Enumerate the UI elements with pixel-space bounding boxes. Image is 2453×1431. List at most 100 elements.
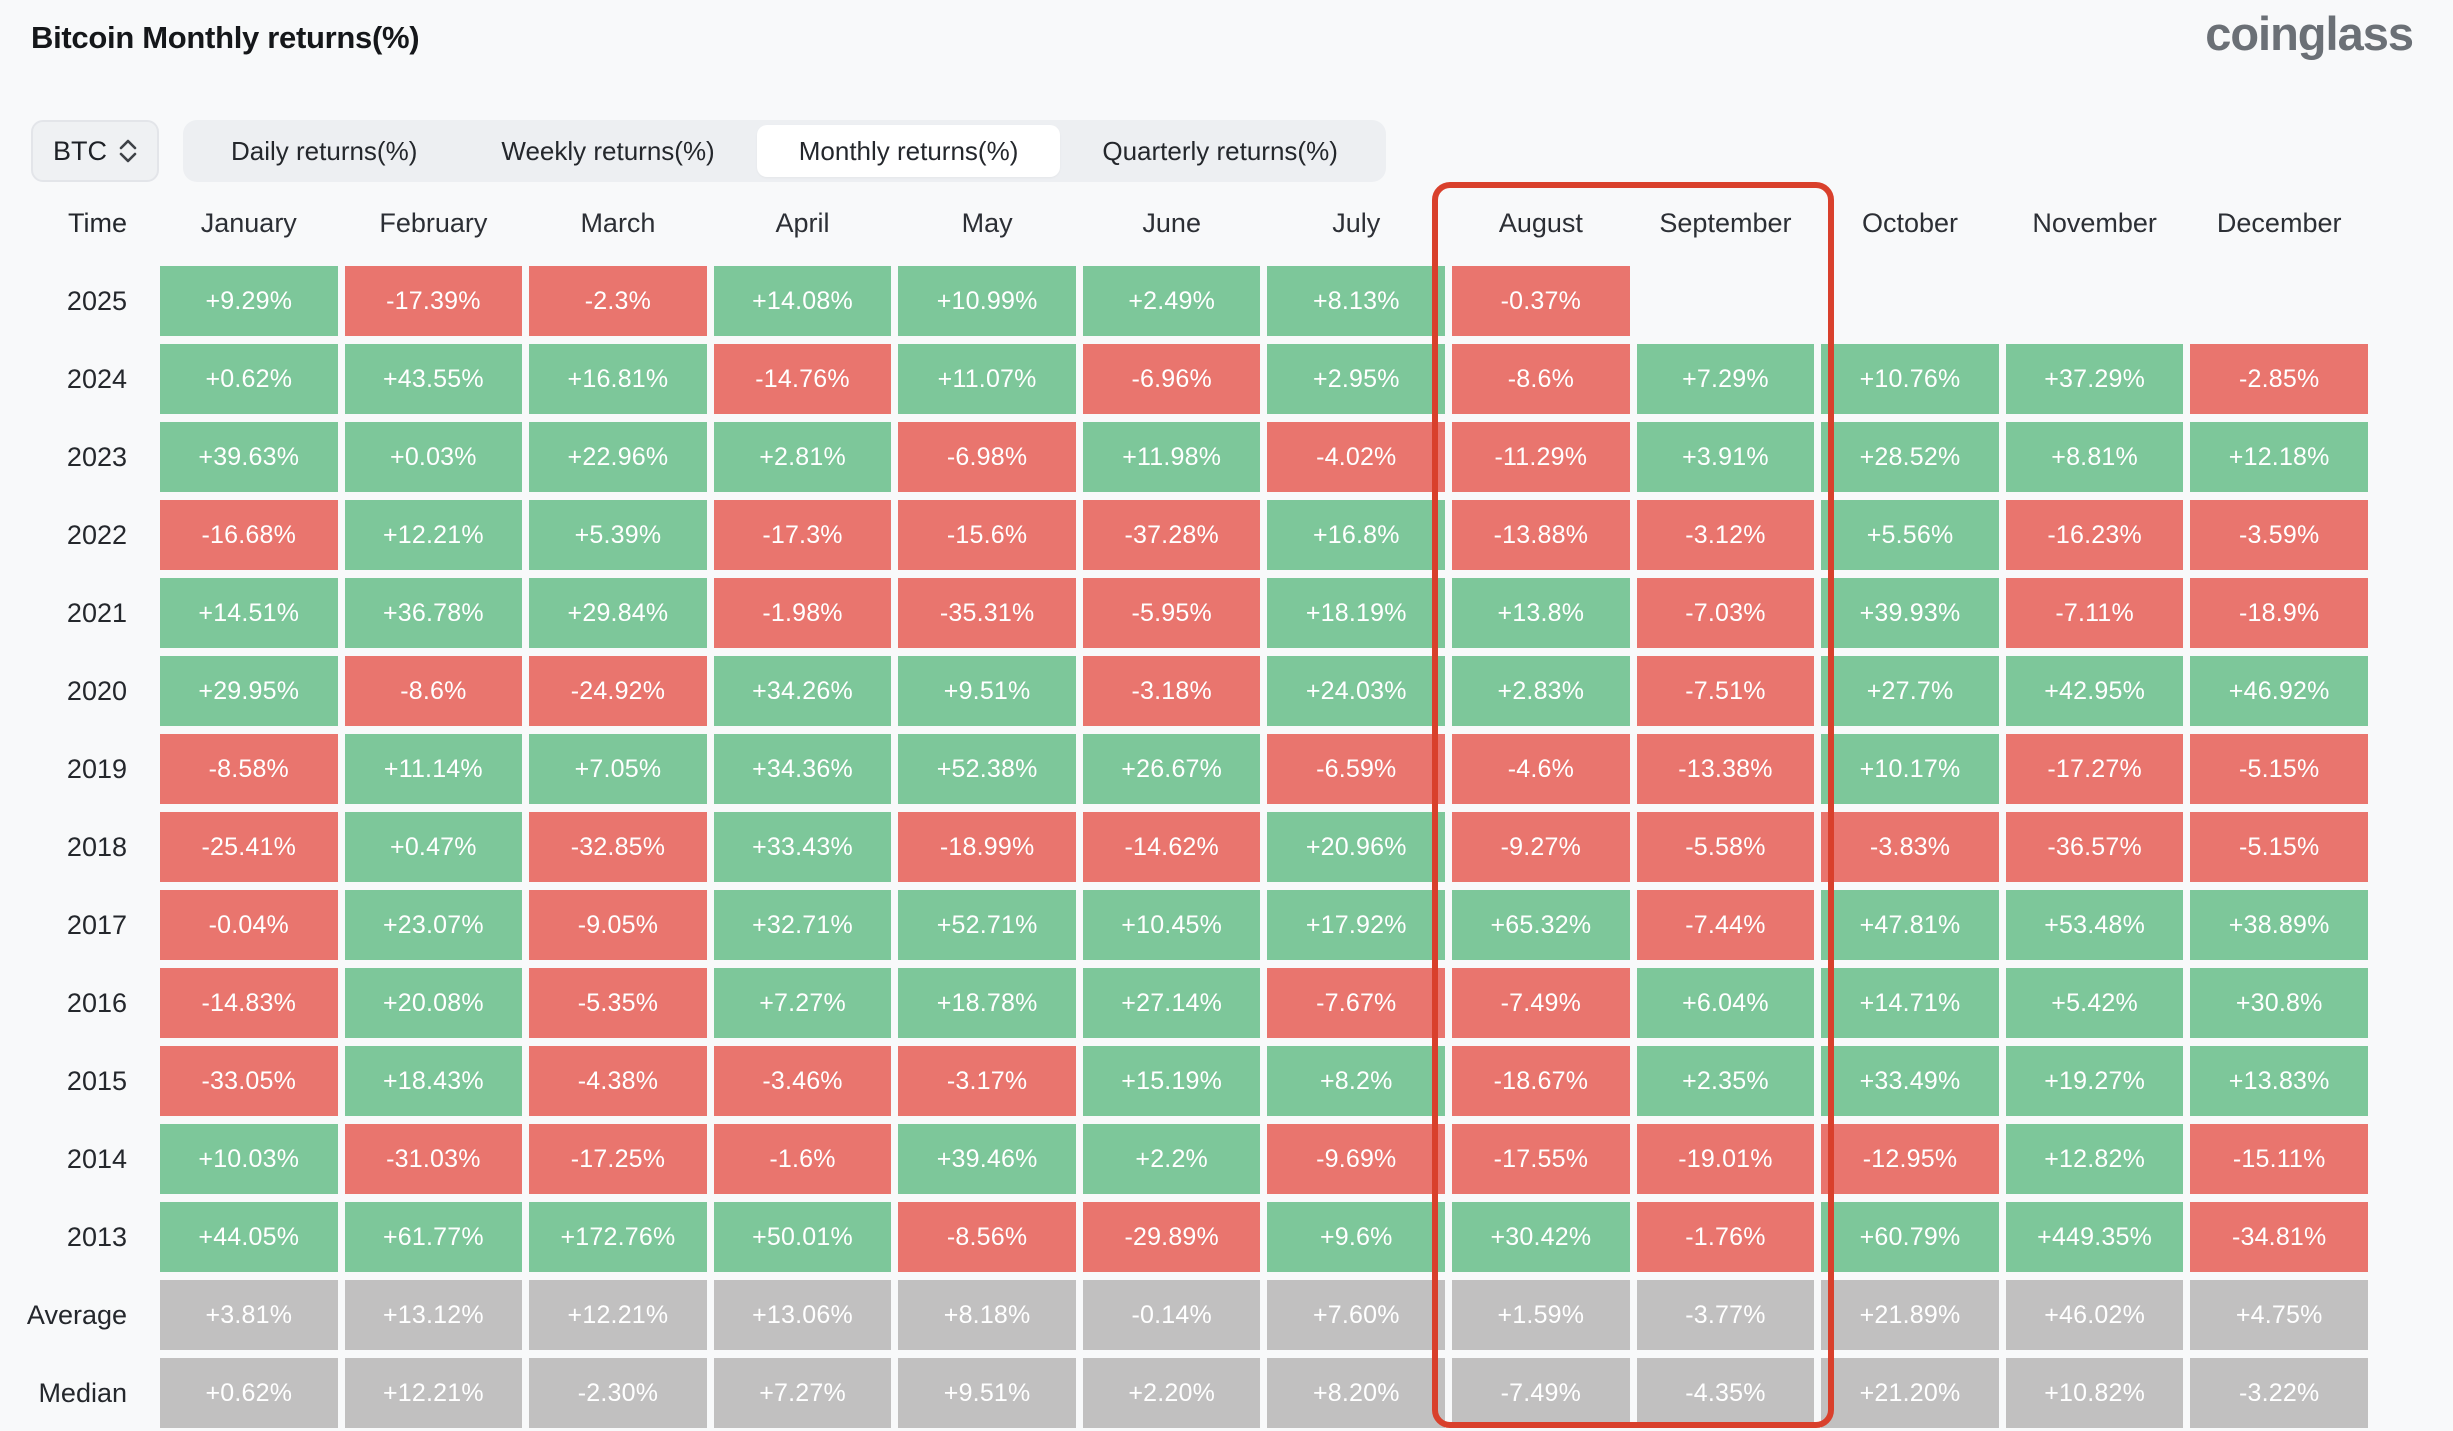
cell-2017-december: +38.89% bbox=[2190, 890, 2368, 960]
cell-2014-july: -9.69% bbox=[1267, 1124, 1446, 1194]
cell-2015-may: -3.17% bbox=[898, 1046, 1076, 1116]
cell-median-june: +2.20% bbox=[1082, 1358, 1261, 1428]
cell-2023-september: +3.91% bbox=[1636, 422, 1815, 492]
tab-quarterly-returns[interactable]: Quarterly returns(%) bbox=[1102, 135, 1338, 166]
cell-2024-april: -14.76% bbox=[713, 344, 892, 414]
coinglass-logo: coinglass bbox=[2205, 7, 2414, 60]
controls-bar: BTC Daily returns(%) Weekly returns(%) Mon… bbox=[31, 120, 1386, 182]
row-label-2017: 2017 bbox=[66, 909, 127, 940]
cell-2015-december: +13.83% bbox=[2190, 1046, 2368, 1116]
cell-average-september: -3.77% bbox=[1636, 1280, 1815, 1350]
cell-2017-september: -7.44% bbox=[1636, 890, 1815, 960]
cell-2025-january: +9.29% bbox=[160, 266, 338, 336]
cell-2015-september: +2.35% bbox=[1636, 1046, 1815, 1116]
cell-2025-september bbox=[1637, 266, 1815, 336]
cell-2013-april: +50.01% bbox=[713, 1202, 892, 1272]
cell-2023-february: +0.03% bbox=[344, 422, 523, 492]
cell-2025-february: -17.39% bbox=[344, 266, 523, 336]
cell-2016-march: -5.35% bbox=[529, 968, 707, 1038]
cell-2019-november: -17.27% bbox=[2005, 734, 2184, 804]
cell-average-april: +13.06% bbox=[713, 1280, 892, 1350]
row-label-2020: 2020 bbox=[66, 675, 127, 706]
cell-2013-november: +449.35% bbox=[2005, 1202, 2184, 1272]
cell-2020-august: +2.83% bbox=[1452, 656, 1630, 726]
cell-2014-september: -19.01% bbox=[1636, 1124, 1815, 1194]
cell-2021-march: +29.84% bbox=[529, 578, 707, 648]
cell-2024-february: +43.55% bbox=[344, 344, 523, 414]
cell-median-april: +7.27% bbox=[713, 1358, 892, 1428]
row-label-2022: 2022 bbox=[66, 519, 127, 550]
row-label-2024: 2024 bbox=[66, 363, 127, 394]
cell-median-december: -3.22% bbox=[2190, 1358, 2368, 1428]
cell-2018-july: +20.96% bbox=[1267, 812, 1446, 882]
row-label-average: Average bbox=[26, 1299, 127, 1330]
cell-2024-july: +2.95% bbox=[1267, 344, 1446, 414]
tab-daily-returns[interactable]: Daily returns(%) bbox=[231, 135, 418, 166]
cell-2016-november: +5.42% bbox=[2005, 968, 2184, 1038]
cell-2021-november: -7.11% bbox=[2005, 578, 2184, 648]
cell-2020-december: +46.92% bbox=[2190, 656, 2368, 726]
cell-2016-december: +30.8% bbox=[2190, 968, 2368, 1038]
cell-2021-june: -5.95% bbox=[1082, 578, 1261, 648]
cell-2022-may: -15.6% bbox=[898, 500, 1076, 570]
cell-2014-november: +12.82% bbox=[2005, 1124, 2184, 1194]
cell-2024-may: +11.07% bbox=[898, 344, 1076, 414]
cell-2021-december: -18.9% bbox=[2190, 578, 2368, 648]
cell-median-january: +0.62% bbox=[160, 1358, 338, 1428]
tab-weekly-returns[interactable]: Weekly returns(%) bbox=[501, 135, 715, 166]
cell-2017-february: +23.07% bbox=[344, 890, 523, 960]
cell-average-january: +3.81% bbox=[160, 1280, 338, 1350]
cell-2025-may: +10.99% bbox=[898, 266, 1076, 336]
cell-2014-december: -15.11% bbox=[2190, 1124, 2368, 1194]
cell-2015-october: +33.49% bbox=[1821, 1046, 1999, 1116]
cell-2025-april: +14.08% bbox=[713, 266, 892, 336]
cell-2013-september: -1.76% bbox=[1636, 1202, 1815, 1272]
cell-2019-august: -4.6% bbox=[1452, 734, 1630, 804]
cell-2013-october: +60.79% bbox=[1821, 1202, 1999, 1272]
row-label-2025: 2025 bbox=[66, 285, 127, 316]
cell-2018-may: -18.99% bbox=[898, 812, 1076, 882]
cell-2015-january: -33.05% bbox=[160, 1046, 338, 1116]
cell-2018-august: -9.27% bbox=[1452, 812, 1630, 882]
cell-average-december: +4.75% bbox=[2190, 1280, 2368, 1350]
cell-2025-october bbox=[1821, 266, 1999, 336]
cell-2017-november: +53.48% bbox=[2005, 890, 2184, 960]
column-header-february: February bbox=[379, 207, 488, 238]
cell-2016-august: -7.49% bbox=[1452, 968, 1630, 1038]
cell-2013-july: +9.6% bbox=[1267, 1202, 1446, 1272]
cell-2022-august: -13.88% bbox=[1452, 500, 1630, 570]
cell-2021-february: +36.78% bbox=[344, 578, 523, 648]
symbol-select[interactable]: BTC bbox=[31, 120, 159, 182]
tab-monthly-returns[interactable]: Monthly returns(%) bbox=[756, 125, 1061, 177]
cell-2024-december: -2.85% bbox=[2190, 344, 2368, 414]
cell-2024-september: +7.29% bbox=[1636, 344, 1815, 414]
cell-2016-february: +20.08% bbox=[344, 968, 523, 1038]
column-header-november: November bbox=[2032, 207, 2157, 238]
cell-2018-february: +0.47% bbox=[344, 812, 523, 882]
cell-median-march: -2.30% bbox=[529, 1358, 707, 1428]
cell-2013-may: -8.56% bbox=[898, 1202, 1076, 1272]
cell-2022-april: -17.3% bbox=[713, 500, 892, 570]
cell-2017-january: -0.04% bbox=[160, 890, 338, 960]
column-header-july: July bbox=[1332, 207, 1381, 238]
cell-average-march: +12.21% bbox=[529, 1280, 707, 1350]
symbol-select-value: BTC bbox=[53, 135, 107, 166]
cell-2019-june: +26.67% bbox=[1082, 734, 1261, 804]
cell-2024-august: -8.6% bbox=[1452, 344, 1630, 414]
cell-2017-may: +52.71% bbox=[898, 890, 1076, 960]
cell-2022-october: +5.56% bbox=[1821, 500, 1999, 570]
chevron-up-down-icon bbox=[119, 139, 137, 163]
cell-2020-march: -24.92% bbox=[529, 656, 707, 726]
cell-2023-january: +39.63% bbox=[160, 422, 338, 492]
column-header-march: March bbox=[580, 207, 656, 238]
cell-2016-april: +7.27% bbox=[713, 968, 892, 1038]
cell-2025-december bbox=[2190, 266, 2368, 336]
cell-2024-march: +16.81% bbox=[529, 344, 707, 414]
cell-2019-january: -8.58% bbox=[160, 734, 338, 804]
cell-2022-september: -3.12% bbox=[1636, 500, 1815, 570]
returns-period-tabs: Daily returns(%) Weekly returns(%) Monthly… bbox=[183, 120, 1386, 182]
cell-average-february: +13.12% bbox=[344, 1280, 523, 1350]
cell-average-august: +1.59% bbox=[1452, 1280, 1630, 1350]
cell-median-july: +8.20% bbox=[1267, 1358, 1446, 1428]
column-header-june: June bbox=[1142, 207, 1201, 238]
